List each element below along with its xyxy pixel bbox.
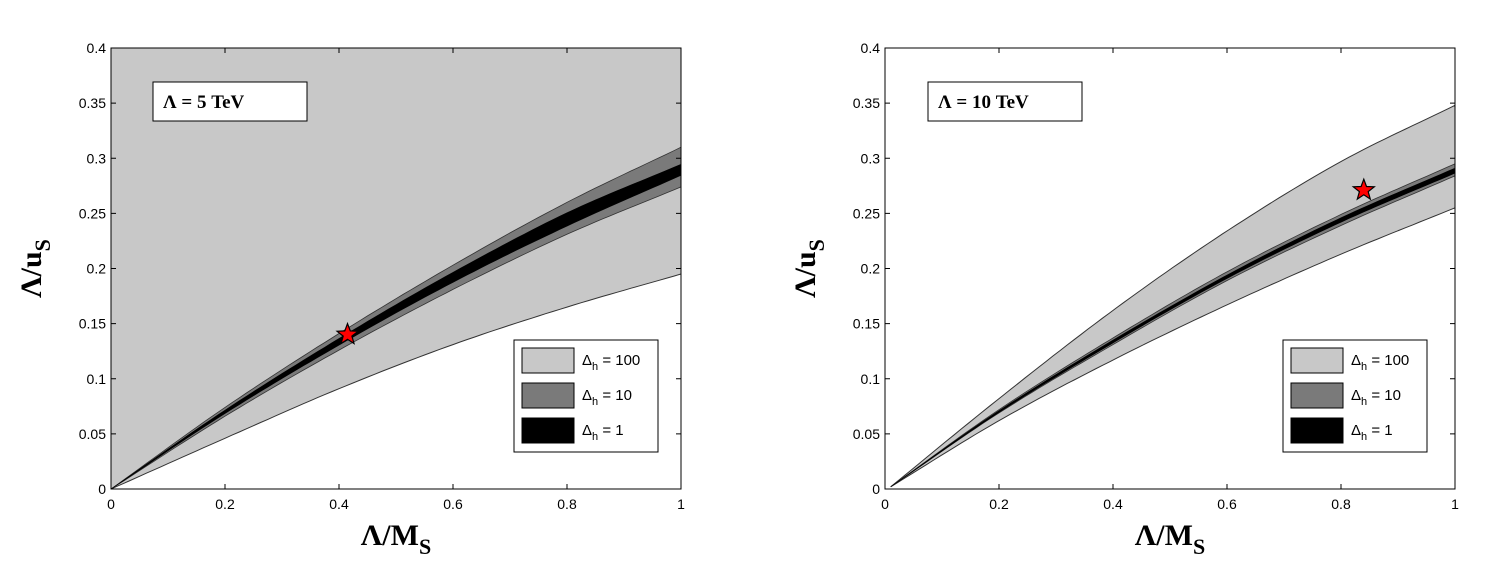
- y-tick-label: 0.15: [79, 316, 106, 332]
- y-tick-label: 0.05: [853, 426, 880, 442]
- x-tick-label: 0.4: [1103, 496, 1123, 512]
- legend-swatch: [1290, 417, 1344, 444]
- y-tick-label: 0.1: [861, 371, 881, 387]
- legend-label: Δh = 10: [1351, 387, 1401, 408]
- x-tick-label: 0.6: [443, 496, 463, 512]
- plot-content: [111, 48, 681, 489]
- y-tick-label: 0: [872, 481, 880, 497]
- star-marker: [335, 321, 360, 345]
- annotation-box: [152, 81, 308, 122]
- annotation-box: [927, 81, 1083, 122]
- x-tick-label: 0.2: [215, 496, 235, 512]
- legend-label: Δh = 1: [582, 422, 624, 443]
- band-1: [890, 167, 1455, 488]
- annotation-text: Λ = 10 TeV: [938, 92, 1029, 113]
- y-tick-label: 0.2: [861, 261, 881, 277]
- y-tick-label: 0.25: [79, 205, 106, 221]
- legend-swatch: [521, 382, 575, 409]
- plot-content: [890, 104, 1455, 488]
- legend-swatch: [521, 347, 575, 374]
- x-tick-label: 0.8: [1331, 496, 1351, 512]
- y-tick-label: 0.35: [853, 95, 880, 111]
- legend-label: Δh = 1: [1351, 422, 1393, 443]
- x-tick-label: 0.4: [329, 496, 349, 512]
- annotation-text: Λ = 5 TeV: [163, 92, 245, 113]
- legend-label: Δh = 100: [1351, 352, 1409, 373]
- x-tick-label: 0.6: [1217, 496, 1237, 512]
- x-tick-label: 0.8: [557, 496, 577, 512]
- y-tick-label: 0: [98, 481, 106, 497]
- x-axis-label: Λ/MS: [361, 519, 431, 559]
- chart-panel-1: 0 0.2 0.4 0.6 0.8 1 0 0.05 0.1 0.15 0.2 0.25 0.3 0.35…: [15, 40, 685, 559]
- y-tick-label: 0.4: [87, 40, 107, 56]
- legend-label: Δh = 10: [582, 387, 632, 408]
- y-tick-label: 0.35: [79, 95, 106, 111]
- y-tick-label: 0.3: [87, 150, 107, 166]
- y-tick-label: 0.2: [87, 261, 107, 277]
- y-axis-label: Λ/uS: [789, 239, 829, 298]
- x-tick-label: 0: [881, 496, 889, 512]
- legend-swatch: [1290, 347, 1344, 374]
- x-axis-label: Λ/MS: [1135, 519, 1205, 559]
- chart-panel-2: 0 0.2 0.4 0.6 0.8 1 0 0.05 0.1 0.15 0.2 0.25 0.3 0.35…: [789, 40, 1459, 559]
- legend-label: Δh = 100: [582, 352, 640, 373]
- y-tick-label: 0.1: [87, 371, 107, 387]
- y-tick-label: 0.3: [861, 150, 881, 166]
- x-tick-label: 0.2: [989, 496, 1009, 512]
- y-axis-label: Λ/uS: [15, 239, 55, 298]
- legend: Δh = 100 Δh = 10 Δh = 1: [1282, 339, 1428, 453]
- legend-swatch: [521, 417, 575, 444]
- y-tick-label: 0.25: [853, 205, 880, 221]
- legend-swatch: [1290, 382, 1344, 409]
- y-tick-label: 0.05: [79, 426, 106, 442]
- x-tick-label: 0: [107, 496, 115, 512]
- star-marker: [1351, 177, 1376, 201]
- band-100: [111, 48, 681, 489]
- x-tick-label: 1: [1451, 496, 1459, 512]
- y-tick-label: 0.15: [853, 316, 880, 332]
- legend: Δh = 100 Δh = 10 Δh = 1: [513, 339, 659, 453]
- band-1: [111, 163, 681, 489]
- x-tick-label: 1: [677, 496, 685, 512]
- y-tick-label: 0.4: [861, 40, 881, 56]
